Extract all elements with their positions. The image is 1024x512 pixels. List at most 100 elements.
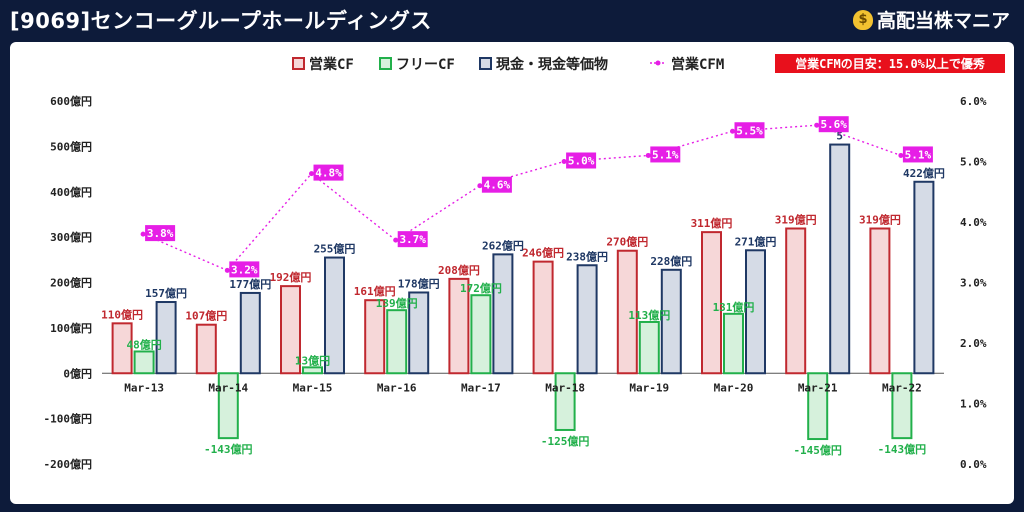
bar-free — [386, 309, 408, 375]
bar-op — [616, 249, 638, 375]
bar-free — [638, 320, 660, 375]
data-label-free: 172億円 — [460, 281, 502, 295]
cfm-label-bg — [145, 225, 176, 242]
bar-free — [133, 350, 155, 375]
legend-label-cfm: 営業CFM — [671, 56, 724, 73]
x-tick-label: Mar-21 — [798, 381, 838, 394]
data-label-op: 319億円 — [775, 213, 817, 227]
data-label-free: -143億円 — [878, 442, 927, 456]
cfm-label-bg — [734, 122, 765, 139]
legend-swatch-free — [379, 57, 392, 70]
data-label-cash: 157億円 — [145, 286, 187, 300]
data-label-cfm: 5.6% — [820, 118, 847, 131]
data-label-free: -145億円 — [793, 443, 842, 457]
y-left-tick-label: 500億円 — [50, 139, 92, 153]
bar-cash — [913, 180, 935, 375]
data-label-op: 192億円 — [270, 270, 312, 284]
bar-cash — [239, 291, 261, 375]
chart-panel: 営業CF フリーCF 現金・現金等価物 営業CFM 営業CFMの目安：15.0%以上で優… — [10, 42, 1014, 504]
data-label-cash: 177億円 — [229, 277, 271, 291]
data-label-free: -143億円 — [204, 442, 253, 456]
data-label-op: 319億円 — [859, 213, 901, 227]
cfm-label-bg — [818, 116, 849, 133]
x-tick-label: Mar-14 — [208, 381, 248, 394]
data-label-cash: 238億円 — [566, 249, 608, 263]
x-tick-label: Mar-15 — [293, 381, 333, 394]
y-right-tick-label: 0.0% — [960, 458, 987, 471]
data-label-cash: 178億円 — [398, 276, 440, 290]
x-tick-label: Mar-13 — [124, 381, 164, 394]
data-label-op: 107億円 — [185, 309, 227, 323]
x-tick-label: Mar-19 — [629, 381, 669, 394]
bar-cash — [155, 301, 177, 375]
point-cfm — [140, 231, 146, 237]
bar-op — [111, 322, 133, 375]
bar-free — [302, 366, 323, 375]
bar-free — [470, 294, 492, 375]
header: [9069]センコーグループホールディングス $ 高配当株マニア — [0, 0, 1024, 38]
legend-swatch-cash — [479, 57, 492, 70]
point-cfm — [224, 267, 230, 273]
bar-cash — [408, 291, 430, 375]
data-label-cfm: 3.8% — [147, 227, 174, 240]
cfm-label-bg — [313, 164, 344, 181]
brand-logo: $ 高配当株マニア — [852, 6, 1010, 33]
bar-cash — [324, 256, 345, 375]
cfm-label-bg — [397, 231, 428, 248]
data-label-free: 113億円 — [628, 308, 670, 322]
bar-op — [701, 231, 722, 375]
legend-label-op: 営業CF — [309, 56, 354, 73]
y-left-tick-label: 100億円 — [50, 321, 92, 335]
bar-cash — [745, 249, 766, 375]
data-label-cfm: 5.5% — [736, 124, 763, 137]
money-bag-icon: $ — [852, 9, 873, 30]
data-label-free: 139億円 — [376, 296, 418, 310]
chart-svg: 営業CF フリーCF 現金・現金等価物 営業CFM 営業CFMの目安：15.0%以上で優… — [44, 54, 1005, 471]
chart-title: [9069]センコーグループホールディングス — [10, 9, 432, 33]
point-cfm — [393, 237, 399, 243]
note-badge-text: 営業CFMの目安：15.0%以上で優秀 — [795, 56, 986, 71]
data-label-cfm: 3.7% — [399, 233, 426, 246]
point-cfm — [898, 152, 904, 158]
cfm-label-bg — [481, 176, 512, 193]
bar-cash — [492, 253, 514, 375]
bar-free — [891, 372, 913, 440]
y-left-tick-label: 200億円 — [50, 276, 92, 290]
bar-cash — [576, 264, 598, 375]
cfm-label-bg — [229, 261, 260, 278]
y-right-tick-label: 1.0% — [960, 398, 987, 411]
data-label-cfm: 5.0% — [568, 155, 595, 168]
data-label-op: 270億円 — [606, 235, 648, 249]
data-label-free: 48億円 — [126, 337, 161, 351]
y-left-tick-label: -100億円 — [44, 412, 93, 426]
y-left-tick-label: 300億円 — [50, 230, 92, 244]
x-tick-label: Mar-16 — [377, 381, 417, 394]
data-label-op: 311億円 — [691, 216, 733, 230]
data-label-cash: 255億円 — [314, 242, 356, 256]
y-right-tick-label: 5.0% — [960, 156, 987, 169]
data-label-op: 246億円 — [522, 246, 564, 260]
legend-marker-cfm — [655, 60, 661, 66]
y-right-tick-label: 3.0% — [960, 277, 987, 290]
legend-label-free: フリーCF — [396, 57, 455, 73]
y-left-tick-label: 0億円 — [63, 366, 92, 380]
data-label-op: 208億円 — [438, 263, 480, 277]
bar-free — [807, 372, 829, 441]
y-left-tick-label: 400億円 — [50, 185, 92, 199]
bar-cash — [660, 268, 682, 375]
cfm-label-bg — [902, 146, 933, 163]
bar-op — [195, 323, 217, 375]
y-left-tick-label: 600億円 — [50, 94, 92, 108]
cfm-label-bg — [566, 152, 597, 169]
x-tick-label: Mar-18 — [545, 381, 585, 394]
bar-op — [532, 260, 554, 375]
x-tick-label: Mar-22 — [882, 381, 922, 394]
bar-op — [280, 285, 301, 375]
bar-op — [785, 227, 807, 375]
point-cfm — [730, 128, 735, 134]
bar-free — [723, 312, 744, 375]
data-label-cash: 228億円 — [650, 254, 692, 268]
point-cfm — [561, 159, 567, 164]
x-tick-label: Mar-20 — [714, 381, 754, 394]
data-label-cfm: 5.1% — [905, 148, 932, 161]
